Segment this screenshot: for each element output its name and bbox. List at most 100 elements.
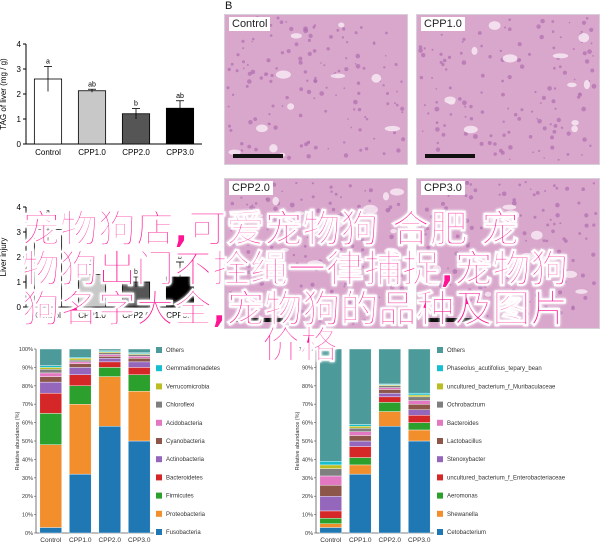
cell-nucleus [253, 117, 258, 121]
cell-nucleus [425, 283, 428, 287]
cell-nucleus [370, 321, 375, 326]
cell-nucleus [269, 79, 273, 83]
y-axis-title: Liver injury [0, 238, 8, 277]
y-tick-label: 70% [22, 402, 33, 408]
tissue-vacuole [333, 220, 344, 228]
stack-segment [128, 374, 151, 392]
cell-nucleus [300, 198, 303, 201]
cell-nucleus [306, 154, 311, 159]
cell-nucleus [592, 55, 594, 57]
legend-label: Aeromonas [447, 494, 478, 500]
legend-swatch [437, 347, 443, 353]
cell-nucleus [300, 309, 304, 314]
x-tick-label: CPP2.0 [122, 148, 150, 157]
cell-nucleus [468, 298, 472, 303]
cell-nucleus [534, 293, 539, 298]
cell-nucleus [571, 306, 575, 311]
legend-label: Actinobacteria [166, 457, 205, 463]
cell-nucleus [247, 270, 251, 275]
cell-nucleus [268, 113, 271, 116]
cell-nucleus [479, 315, 484, 320]
tissue-vacuole [502, 54, 518, 63]
cell-nucleus [299, 284, 303, 288]
cell-nucleus [550, 135, 554, 140]
cell-nucleus [295, 262, 299, 265]
cell-nucleus [351, 321, 355, 325]
stack-segment [319, 518, 342, 525]
tissue-vacuole [256, 124, 268, 133]
legend-swatch [156, 401, 162, 408]
cell-nucleus [443, 124, 446, 127]
cell-nucleus [550, 145, 555, 150]
cell-nucleus [543, 157, 545, 159]
cell-nucleus [553, 66, 556, 70]
stack-segment [319, 523, 342, 528]
cell-nucleus [368, 199, 372, 203]
cell-nucleus [286, 155, 292, 160]
stack-segment [39, 527, 62, 534]
cell-nucleus [507, 75, 512, 80]
tissue-vacuole [502, 204, 517, 210]
cell-nucleus [434, 106, 440, 112]
stack-segment [98, 352, 121, 355]
legend-label: uncultured_bacterium_f_Muribaculaceae [447, 384, 556, 390]
cell-nucleus [364, 189, 367, 192]
cell-nucleus [528, 52, 531, 56]
tissue-vacuole [489, 216, 500, 224]
cell-nucleus [245, 279, 250, 284]
y-tick-label: 20% [22, 494, 33, 500]
y-tick-label: 1 [17, 278, 22, 287]
tissue-vacuole [571, 125, 578, 133]
cell-nucleus [425, 226, 430, 231]
cell-nucleus [253, 276, 257, 280]
cell-nucleus [313, 223, 315, 225]
cell-nucleus [582, 137, 587, 142]
cell-nucleus [350, 126, 353, 129]
cell-nucleus [541, 208, 545, 212]
cell-nucleus [228, 124, 231, 128]
cell-nucleus [250, 69, 256, 75]
tissue-vacuole [330, 73, 346, 79]
stack-segment [349, 427, 372, 432]
cell-nucleus [439, 52, 443, 56]
cell-nucleus [272, 182, 277, 187]
stack-segment [319, 496, 342, 512]
cell-nucleus [594, 212, 598, 215]
stack-segment [98, 348, 121, 352]
stack-segment [128, 348, 151, 353]
x-tick-label: CPP1.0 [349, 537, 372, 544]
tissue-vacuole [287, 103, 295, 110]
cell-nucleus [248, 120, 253, 125]
tissue-vacuole [531, 230, 543, 240]
cell-nucleus [513, 268, 516, 271]
tissue-vacuole [390, 228, 397, 234]
cell-nucleus [230, 229, 233, 232]
cell-nucleus [553, 184, 556, 188]
cell-nucleus [547, 86, 552, 91]
cell-nucleus [507, 107, 510, 110]
y-tick-label: 30% [302, 476, 313, 482]
cell-nucleus [245, 209, 250, 214]
cell-nucleus [334, 72, 337, 74]
legend-swatch [156, 492, 162, 499]
legend-swatch [156, 456, 162, 463]
cell-nucleus [382, 152, 386, 156]
cell-nucleus [249, 205, 254, 210]
cell-nucleus [230, 321, 233, 325]
cell-nucleus [571, 258, 575, 263]
cell-nucleus [246, 63, 249, 66]
stack-segment [349, 424, 372, 427]
legend-swatch [437, 401, 443, 408]
cell-nucleus [553, 124, 558, 128]
cell-nucleus [546, 223, 550, 227]
tissue-vacuole [362, 204, 378, 215]
cell-nucleus [592, 223, 596, 227]
stack-segment [128, 440, 151, 534]
y-tick-label: 60% [22, 421, 33, 427]
cell-nucleus [394, 63, 398, 66]
cell-nucleus [389, 258, 393, 262]
x-tick-label: CPP1.0 [78, 148, 106, 157]
cell-nucleus [323, 64, 326, 67]
cell-nucleus [423, 47, 426, 50]
cell-nucleus [519, 64, 525, 69]
